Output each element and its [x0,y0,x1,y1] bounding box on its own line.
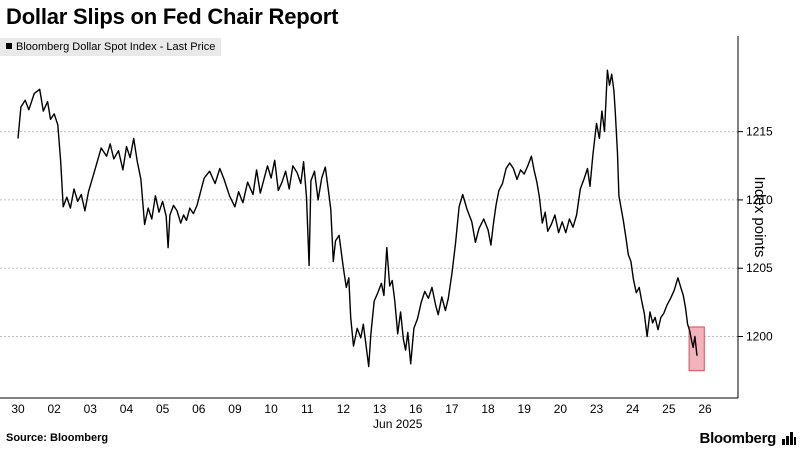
y-axis-title: Index points [751,177,768,258]
x-tick-label: 04 [120,402,134,416]
x-tick-label: 19 [518,402,532,416]
x-tick-label: 02 [47,402,61,416]
gridlines [0,131,738,338]
x-tick-label: 11 [301,402,314,416]
x-axis-month-label: Jun 2025 [373,417,423,431]
source-note: Source: Bloomberg [6,432,109,444]
series-layer [17,69,698,368]
y-tick-label: 1205 [746,261,773,275]
x-tick-label: 18 [481,402,495,416]
chart-legend: Bloomberg Dollar Spot Index - Last Price [0,38,222,56]
x-tick-label: 16 [409,402,423,416]
x-tick-label: 05 [156,402,170,416]
series-line-0 [17,69,698,368]
x-tick-label: 10 [264,402,278,416]
x-tick-label: 06 [192,402,206,416]
x-tick-label: 12 [337,402,351,416]
chart-title: Dollar Slips on Fed Chair Report [6,4,339,29]
y-tick-label: 1215 [746,125,773,139]
bloomberg-logo-icon [782,432,796,445]
x-tick-label: 23 [590,402,604,416]
x-tick-label: 03 [84,402,98,416]
x-tick-label: 17 [445,402,459,416]
x-tick-label: 09 [228,402,242,416]
x-tick-label: 30 [11,402,25,416]
y-tick-label: 1200 [746,330,773,344]
y-tick-label: 1210 [746,193,773,207]
legend-swatch [6,43,12,49]
x-tick-label: 24 [626,402,640,416]
x-tick-label: 25 [662,402,676,416]
x-tick-label: 13 [373,402,387,416]
brand-wordmark: Bloomberg [699,430,777,447]
x-tick-label: 26 [698,402,712,416]
legend-label: Bloomberg Dollar Spot Index - Last Price [16,41,216,53]
x-tick-label: 20 [554,402,568,416]
